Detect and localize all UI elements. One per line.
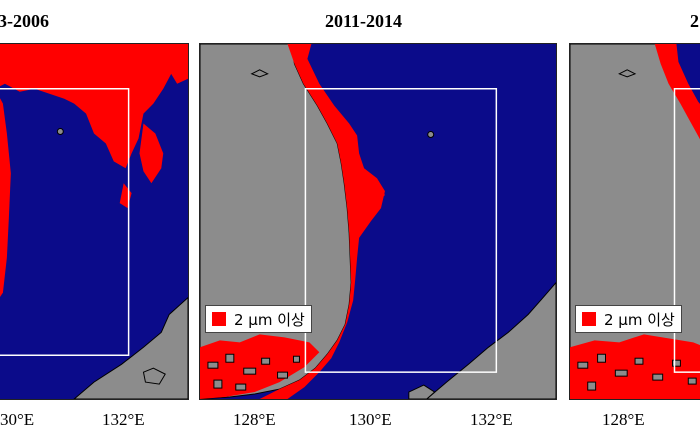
panel-3-legend: 2 μm 이상 [575,305,682,333]
panel-2-tick-2: 132°E [470,410,513,429]
panel-3-legend-label: 2 μm 이상 [604,310,675,329]
panel-3-map-svg [570,44,700,399]
panel-2-map-svg [200,44,556,399]
panel-3-title: 2 [690,11,699,31]
panel-2-tick-0: 128°E [233,410,276,429]
panel-2-title: 2011-2014 [325,11,403,31]
legend-red-swatch [582,312,596,326]
panel-2-legend: 2 μm 이상 [205,305,312,333]
panel-1-tick-0: 30°E [0,410,35,429]
panel-1-tick-1: 132°E [102,410,145,429]
panel-1-title: 3-2006 [0,11,49,31]
panel-2-legend-label: 2 μm 이상 [234,310,305,329]
legend-red-swatch [212,312,226,326]
panel-1-map [0,43,189,400]
panel-2-map [199,43,557,400]
panel-2-tick-1: 130°E [349,410,392,429]
panel-1-map-svg [0,44,188,399]
panel-3-map [569,43,700,400]
panel-3-tick-0: 128°E [602,410,645,429]
